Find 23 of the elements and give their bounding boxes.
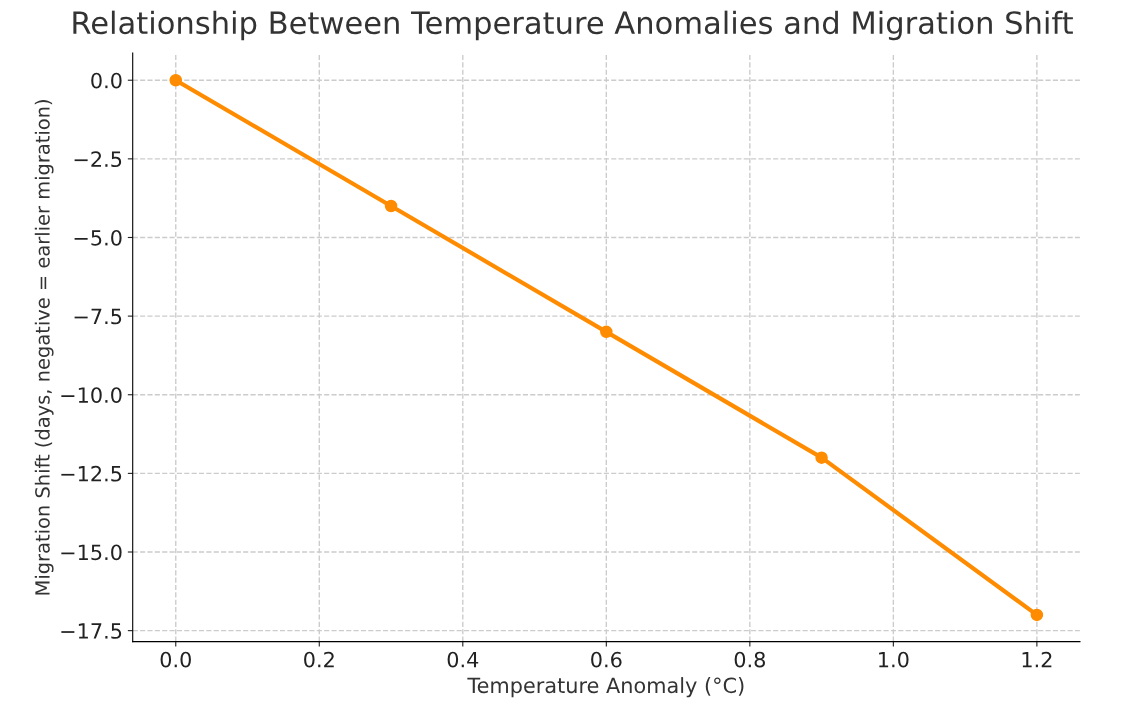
x-tick-label: 0.2 <box>304 651 334 668</box>
x-tick-label: 1.0 <box>879 651 909 668</box>
y-tick-label: −10.0 <box>61 387 122 403</box>
y-tick-label: −17.5 <box>61 623 122 639</box>
y-tick-label: −12.5 <box>61 465 122 482</box>
y-tick-label: −2.5 <box>74 151 122 168</box>
x-tick-label: 1.2 <box>1022 651 1052 668</box>
point <box>815 451 828 464</box>
point <box>1030 608 1044 622</box>
x-tick-label: 0.8 <box>734 651 765 668</box>
x-tick-label: 0.4 <box>447 651 479 668</box>
point <box>384 199 398 213</box>
y-axis-title: Migration Shift (days, negative = earlier migration) <box>34 100 54 595</box>
y-tick-label: −5.0 <box>74 229 122 246</box>
y-tick-label: 0.0 <box>91 72 122 89</box>
y-tick-label: −7.5 <box>74 308 122 325</box>
chart-title: Relationship Between Temperature Anomalies and Migration Shift <box>73 10 1073 41</box>
x-tick-label: 0.6 <box>591 651 622 668</box>
y-tick-label: −15.0 <box>61 544 122 561</box>
x-tick-label: 0.0 <box>160 651 191 668</box>
point <box>600 325 613 339</box>
x-axis-title: Temperature Anomaly (°C) <box>467 677 744 698</box>
point <box>169 73 183 87</box>
